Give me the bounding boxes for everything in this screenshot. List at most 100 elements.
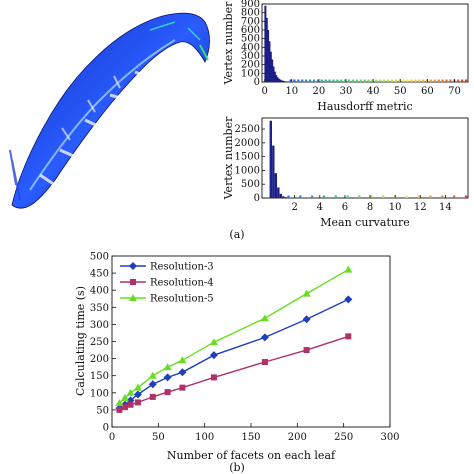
tail-point-39 bbox=[441, 195, 444, 198]
data-point bbox=[260, 333, 269, 342]
histogram-bar-2 bbox=[274, 173, 278, 198]
tail-point-45 bbox=[464, 79, 468, 82]
tail-point-0 bbox=[289, 79, 292, 82]
tail-point-37 bbox=[433, 79, 436, 82]
y-tick-label: 250 bbox=[90, 337, 109, 348]
tail-point-43 bbox=[457, 79, 460, 82]
curvature-y-axis-label: Vertex number bbox=[222, 116, 235, 200]
tail-point-14 bbox=[344, 79, 347, 82]
calculating-time-chart: 0 50 100 150 200 250 300 0 50 100 150 200 250 300 350… bbox=[74, 252, 400, 463]
tail-point-30 bbox=[406, 79, 409, 82]
histogram-bar-4 bbox=[269, 51, 272, 82]
tail-point-42 bbox=[453, 195, 456, 198]
tail-point-38 bbox=[437, 79, 440, 82]
tail-point-29 bbox=[402, 79, 405, 82]
histogram-bar-12 bbox=[280, 80, 283, 82]
y-tick-label: 500 bbox=[241, 34, 260, 45]
tail-point-3 bbox=[301, 79, 304, 82]
histogram-bar-2 bbox=[267, 30, 270, 82]
histogram-bar-5 bbox=[271, 59, 274, 82]
data-point bbox=[303, 347, 310, 354]
tail-point-6 bbox=[312, 79, 316, 82]
y-tick-label: 100 bbox=[241, 68, 260, 79]
histogram-bar-3 bbox=[277, 187, 280, 198]
histogram-bar-6 bbox=[272, 66, 275, 82]
data-point bbox=[116, 406, 123, 413]
y-tick-label: 600 bbox=[241, 25, 260, 36]
y-tick-label: 150 bbox=[90, 371, 109, 382]
tail-point-17 bbox=[355, 79, 358, 82]
tail-point-44 bbox=[461, 79, 464, 82]
y-tick-label: 300 bbox=[241, 51, 260, 62]
y-tick-label: 500 bbox=[90, 252, 109, 263]
x-tick-label: 30 bbox=[340, 86, 353, 97]
x-tick-label: 40 bbox=[367, 86, 380, 97]
data-point bbox=[133, 390, 142, 399]
x-tick-label: 14 bbox=[439, 202, 452, 213]
x-tick-label: 12 bbox=[414, 202, 427, 213]
histogram-bar-3 bbox=[268, 41, 271, 82]
tail-point-15 bbox=[347, 79, 351, 82]
histogram-bar-0 bbox=[269, 120, 272, 198]
time-y-axis-label: Calculating time (s) bbox=[74, 286, 87, 396]
tail-point-41 bbox=[449, 79, 452, 82]
tail-point-6 bbox=[311, 195, 314, 198]
mean-curvature-histogram: 2 4 6 8 10 12 14 0 500 1000 1500 2000 2500 Mean cur… bbox=[222, 116, 469, 229]
tail-point-21 bbox=[371, 79, 374, 82]
y-tick-label: 0 bbox=[103, 423, 109, 434]
histogram-bar-14 bbox=[283, 81, 286, 82]
tail-point-1 bbox=[293, 79, 296, 82]
tail-point-45 bbox=[464, 195, 468, 198]
y-tick-label: 800 bbox=[241, 8, 260, 19]
tail-point-31 bbox=[410, 79, 413, 82]
data-point bbox=[209, 351, 218, 360]
tail-point-0 bbox=[287, 195, 290, 198]
x-tick-label: 150 bbox=[241, 432, 260, 443]
y-tick-label: 500 bbox=[241, 179, 260, 190]
data-point bbox=[179, 384, 186, 391]
data-point bbox=[148, 371, 157, 379]
tail-point-19 bbox=[363, 79, 366, 82]
x-tick-label: 50 bbox=[394, 86, 407, 97]
histogram-bar-10 bbox=[277, 78, 280, 82]
histogram-bar-0 bbox=[264, 5, 267, 83]
histogram-bar-6 bbox=[284, 197, 288, 198]
data-point bbox=[148, 380, 157, 389]
hausdorff-tail-points bbox=[289, 79, 468, 82]
y-tick-label: 1000 bbox=[235, 165, 260, 176]
x-tick-label: 4 bbox=[317, 202, 323, 213]
tail-point-20 bbox=[367, 79, 370, 82]
histogram-bar-4 bbox=[279, 193, 283, 198]
y-tick-label: 0 bbox=[254, 77, 260, 88]
histogram-bar-7 bbox=[273, 71, 276, 82]
tail-point-24 bbox=[382, 195, 385, 198]
histogram-bar-13 bbox=[282, 80, 285, 82]
series-line-0 bbox=[119, 298, 349, 409]
histogram-bar-15 bbox=[284, 81, 287, 82]
y-tick-label: 400 bbox=[90, 286, 109, 297]
x-tick-label: 300 bbox=[380, 432, 399, 443]
data-point bbox=[260, 314, 269, 322]
tail-point-28 bbox=[398, 79, 401, 82]
tail-point-27 bbox=[394, 79, 397, 82]
data-point bbox=[344, 265, 353, 273]
y-tick-label: 900 bbox=[241, 0, 260, 10]
data-point bbox=[127, 401, 134, 408]
tail-point-23 bbox=[379, 79, 382, 82]
y-tick-label: 300 bbox=[90, 320, 109, 331]
tail-point-36 bbox=[429, 195, 432, 198]
time-x-axis-label: Number of facets on each leaf bbox=[167, 449, 336, 462]
histogram-bar-1 bbox=[272, 145, 275, 198]
tail-point-15 bbox=[346, 195, 349, 198]
y-tick-label: 450 bbox=[90, 269, 109, 280]
tail-point-9 bbox=[322, 195, 326, 198]
tail-point-9 bbox=[324, 79, 327, 82]
tail-point-18 bbox=[358, 195, 361, 198]
legend-marker-0 bbox=[129, 262, 137, 270]
data-point bbox=[133, 383, 142, 391]
data-point bbox=[210, 374, 217, 381]
tail-point-11 bbox=[332, 79, 335, 82]
x-tick-label: 10 bbox=[285, 86, 298, 97]
data-point bbox=[164, 389, 171, 396]
